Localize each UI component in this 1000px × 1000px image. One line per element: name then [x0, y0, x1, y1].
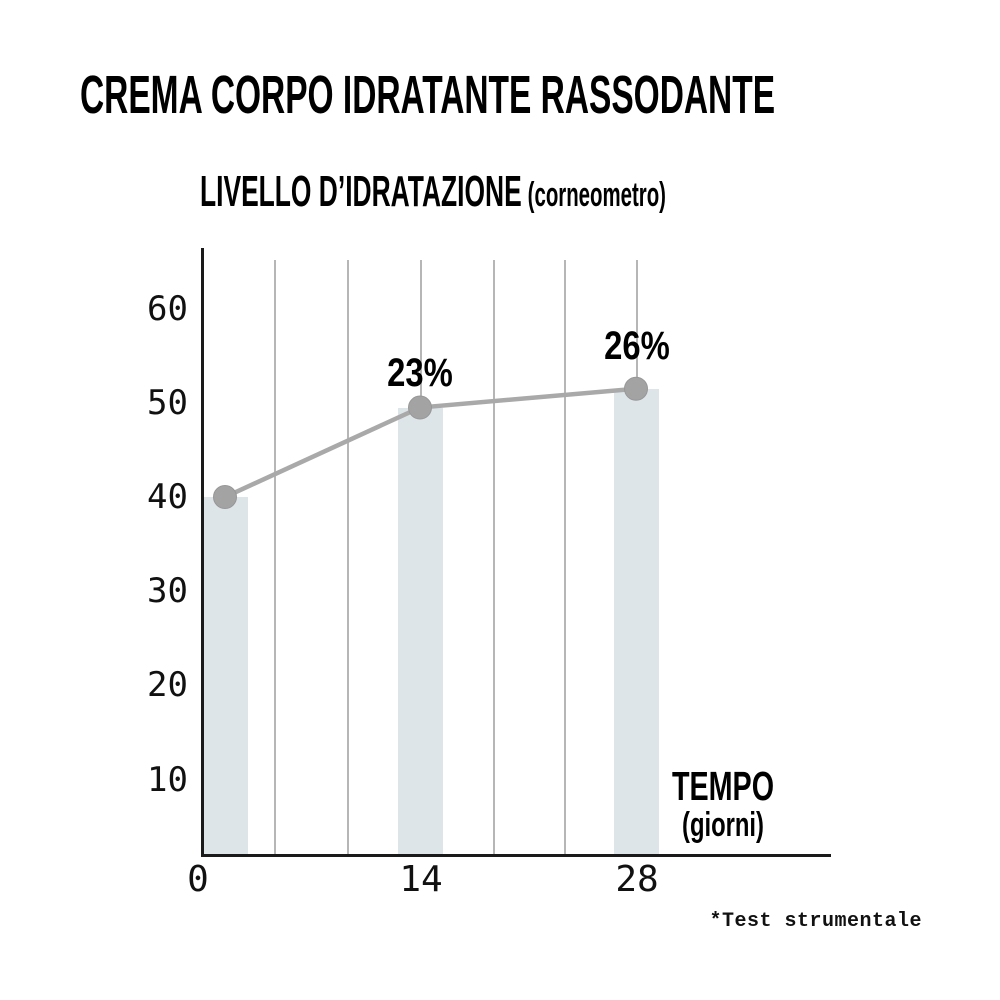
x-axis-title-unit: (giorni) [682, 806, 764, 844]
y-tick-label: 20 [147, 665, 188, 706]
x-tick-label-0: 0 [187, 859, 209, 900]
x-axis-title: TEMPO (giorni) [650, 766, 796, 844]
y-tick-label: 30 [147, 571, 188, 612]
x-axis-line [201, 854, 831, 857]
bar-day-14 [397, 407, 443, 854]
bar-day-0 [202, 497, 248, 854]
chart-title: LIVELLO D’IDRATAZIONE (corneometro) [200, 167, 666, 216]
y-tick-label: 10 [147, 759, 188, 800]
gridline [347, 260, 349, 854]
page-title: CREMA CORPO IDRATANTE RASSODANTE [80, 65, 776, 125]
x-tick-label-28: 28 [615, 859, 659, 900]
chart-title-paren: (corneometro) [527, 176, 666, 214]
x-axis-title-text: TEMPO [671, 763, 775, 809]
gridline [274, 260, 276, 854]
gridline [564, 260, 566, 854]
gridline [493, 260, 495, 854]
x-tick-label-14: 14 [399, 859, 443, 900]
chart-title-main: LIVELLO D’IDRATAZIONE [200, 167, 522, 216]
footnote: *Test strumentale [709, 910, 922, 933]
y-tick-label: 50 [147, 382, 188, 423]
y-tick-label: 60 [147, 288, 188, 329]
y-axis-line [201, 248, 204, 856]
point-label-28d: 26% [604, 324, 670, 368]
point-label-14d: 23% [387, 351, 453, 395]
y-tick-label: 40 [147, 477, 188, 518]
